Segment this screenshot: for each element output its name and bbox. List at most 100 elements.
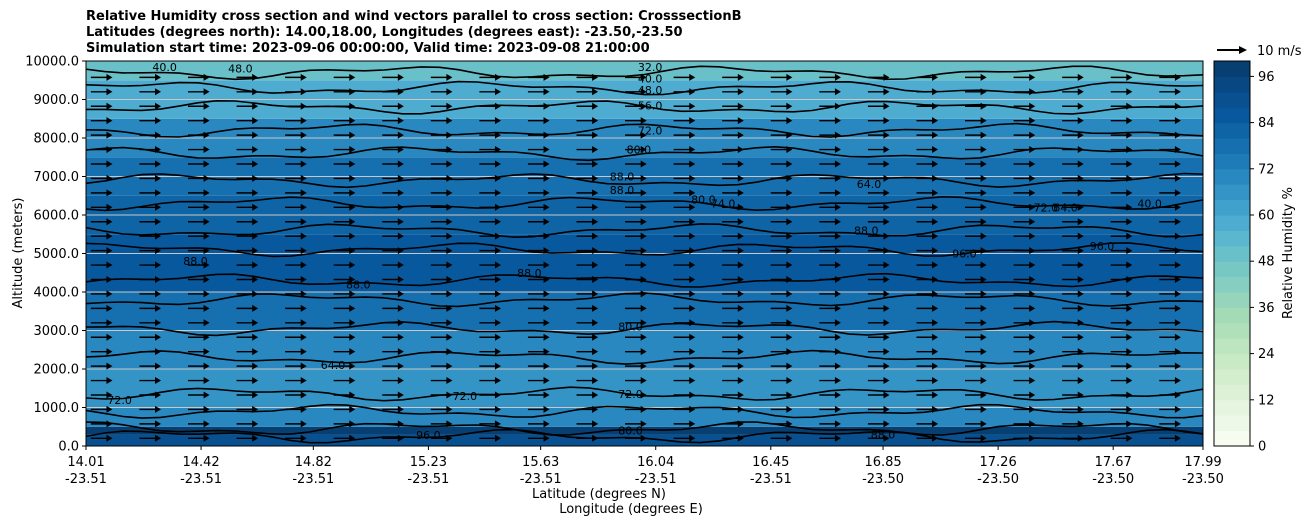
wind-vector <box>1013 203 1036 211</box>
wind-vector <box>139 160 162 168</box>
colorbar-band <box>1214 338 1250 355</box>
contour-line <box>86 223 1203 239</box>
wind-vector <box>430 160 453 168</box>
wind-vector <box>430 333 453 341</box>
wind-vector <box>722 261 744 269</box>
wind-vector <box>625 362 647 370</box>
contour-label: 40.0 <box>1137 197 1162 210</box>
wind-vector <box>1062 73 1084 81</box>
wind-vector <box>965 203 987 211</box>
wind-vector <box>527 247 550 255</box>
colorbar-band <box>1214 322 1250 339</box>
contour-label: 96.0 <box>952 248 977 261</box>
x-tick-latitude: 17.67 <box>1095 455 1132 470</box>
wind-vector <box>1159 420 1181 428</box>
wind-vector <box>1110 377 1133 385</box>
colorbar-band <box>1214 245 1250 262</box>
wind-vector <box>285 420 307 428</box>
wind-vector <box>1159 275 1181 283</box>
wind-vector <box>479 146 501 154</box>
wind-vector <box>1110 73 1133 81</box>
wind-vector <box>722 189 744 197</box>
wind-vector <box>1110 88 1133 96</box>
wind-vector <box>527 362 550 370</box>
wind-vector <box>867 362 890 370</box>
wind-vector <box>819 261 841 269</box>
wind-vector <box>819 391 841 399</box>
wind-vector <box>527 333 550 341</box>
wind-vector <box>1159 247 1181 255</box>
wind-vector <box>1062 88 1084 96</box>
wind-vector <box>1159 131 1181 139</box>
wind-vector <box>722 304 744 312</box>
wind-vector <box>965 405 987 413</box>
wind-vector <box>819 434 841 442</box>
wind-vector <box>673 362 696 370</box>
wind-vector <box>187 304 210 312</box>
wind-vector <box>1062 261 1084 269</box>
y-tick-label: 6000.0 <box>34 209 80 224</box>
wind-vector <box>527 434 550 442</box>
wind-vector <box>965 73 987 81</box>
wind-vector <box>187 146 210 154</box>
wind-vector <box>285 391 307 399</box>
wind-vector <box>139 247 162 255</box>
wind-vector <box>673 290 696 298</box>
wind-vector <box>1013 218 1036 226</box>
wind-vector <box>479 434 501 442</box>
wind-vector <box>576 391 599 399</box>
wind-vector <box>430 348 453 356</box>
wind-vector <box>527 405 550 413</box>
wind-vector <box>1110 117 1133 125</box>
y-axis-ticks: 0.0 1000.0 2000.0 3000.0 4000.0 5000.0 6000.0 7… <box>25 55 86 455</box>
wind-vector <box>819 377 841 385</box>
wind-vector <box>867 247 890 255</box>
contour-line <box>86 320 1203 337</box>
wind-vector <box>722 218 744 226</box>
wind-vector <box>236 319 259 327</box>
wind-vector <box>333 348 356 356</box>
wind-vector <box>965 434 987 442</box>
wind-vector <box>187 362 210 370</box>
x-tick-longitude: -23.50 <box>1092 472 1134 487</box>
wind-vector <box>576 319 599 327</box>
wind-vector <box>527 275 550 283</box>
y-tick-label: 10000.0 <box>25 55 79 70</box>
wind-vector <box>770 290 793 298</box>
wind-vector <box>139 333 162 341</box>
contour-label: 80.0 <box>618 425 643 438</box>
wind-vector <box>722 377 744 385</box>
wind-vector <box>965 348 987 356</box>
wind-vector <box>867 348 890 356</box>
wind-vector <box>576 102 599 110</box>
wind-vector <box>527 304 550 312</box>
wind-vector <box>965 102 987 110</box>
wind-vector <box>236 261 259 269</box>
wind-vector <box>187 102 210 110</box>
wind-vector <box>479 304 501 312</box>
colorbar-tick-label: 36 <box>1258 301 1275 316</box>
wind-vector <box>576 117 599 125</box>
contour-line <box>86 65 1203 81</box>
wind-vector <box>333 218 356 226</box>
wind-vector <box>430 420 453 428</box>
wind-vector <box>236 304 259 312</box>
wind-vector <box>285 333 307 341</box>
wind-vector <box>333 420 356 428</box>
wind-vector <box>1062 348 1084 356</box>
wind-vector <box>139 117 162 125</box>
wind-vector <box>430 174 453 182</box>
wind-vector <box>576 434 599 442</box>
wind-vector <box>187 218 210 226</box>
x-tick-longitude: -23.51 <box>635 472 677 487</box>
wind-vector <box>333 102 356 110</box>
y-tick-label: 2000.0 <box>34 363 80 378</box>
wind-vector <box>576 232 599 240</box>
wind-vector <box>819 73 841 81</box>
wind-vector <box>625 319 647 327</box>
wind-vector <box>285 290 307 298</box>
wind-vector <box>1062 304 1084 312</box>
wind-vector <box>187 88 210 96</box>
wind-vector <box>867 117 890 125</box>
wind-vector <box>916 247 939 255</box>
